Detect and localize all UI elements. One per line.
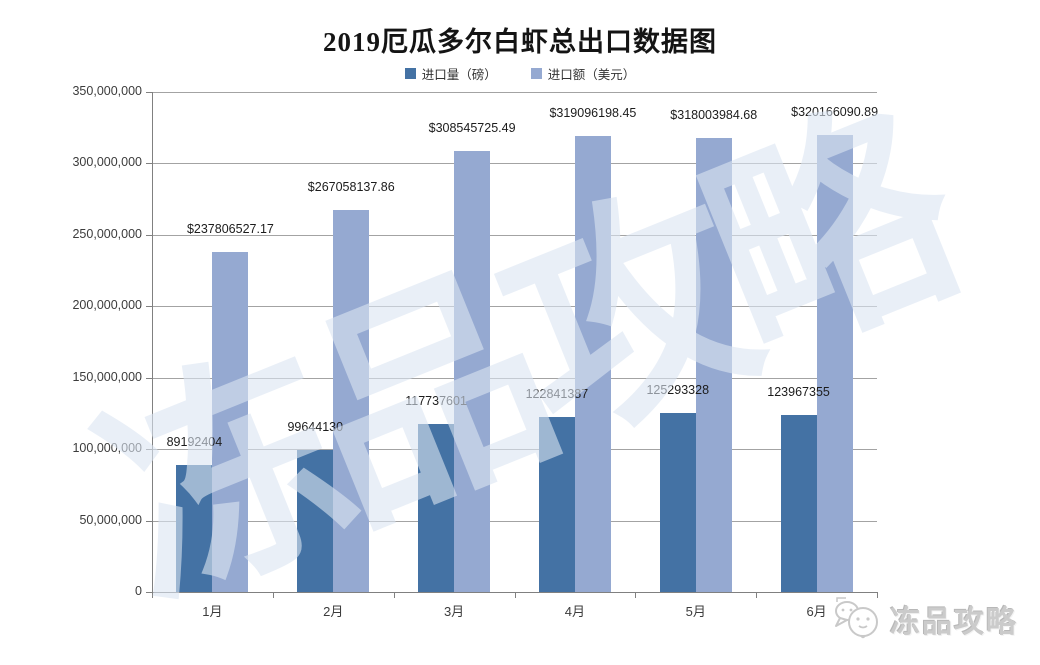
x-axis-tick <box>635 592 637 598</box>
x-axis-label: 5月 <box>685 604 706 619</box>
y-axis-label: 100,000,000 <box>72 441 142 456</box>
y-axis-tick <box>146 377 152 379</box>
data-label-quantity: 99644130 <box>287 419 344 434</box>
legend-item-value: 进口额（美元） <box>530 64 636 83</box>
bar-import-quantity <box>297 449 334 592</box>
legend-swatch-value <box>530 68 542 79</box>
bar-import-value <box>212 252 249 592</box>
bar-import-quantity <box>176 464 213 592</box>
gridline <box>152 306 877 308</box>
chart-legend: 进口量（磅） 进口额（美元） <box>0 64 1040 83</box>
y-axis-label: 150,000,000 <box>72 369 142 384</box>
data-label-value: $267058137.86 <box>307 180 395 195</box>
data-label-quantity: 123967355 <box>767 384 830 399</box>
y-axis-line <box>152 92 153 592</box>
brand-logo: 冻品攻略 <box>832 596 1018 642</box>
y-axis-label: 200,000,000 <box>72 298 142 313</box>
bar-import-value <box>695 137 732 592</box>
data-label-quantity: 125293328 <box>646 383 710 397</box>
gridline <box>152 377 877 379</box>
y-axis-label: 50,000,000 <box>79 512 142 527</box>
x-axis-label: 1月 <box>202 604 223 619</box>
y-axis-label: 250,000,000 <box>72 226 142 241</box>
y-axis-label: 350,000,000 <box>72 84 142 98</box>
bar-import-value <box>454 151 491 592</box>
data-label-value: $320166090.89 <box>791 104 879 119</box>
legend-item-quantity: 进口量（磅） <box>404 64 497 83</box>
data-label-value: $237806527.17 <box>186 222 274 237</box>
y-axis-tick <box>146 92 152 93</box>
x-axis-line <box>146 592 878 593</box>
data-label-value: $318003984.68 <box>670 107 758 122</box>
fish-chat-bubble-icon <box>835 597 878 639</box>
gridline <box>152 449 877 451</box>
gridline <box>152 163 877 165</box>
bar-import-value <box>816 134 853 592</box>
bar-import-quantity <box>659 413 696 592</box>
legend-swatch-quantity <box>404 68 416 79</box>
y-axis-tick <box>146 306 152 308</box>
x-axis-tick <box>393 592 395 598</box>
data-label-value: $319096198.45 <box>549 106 637 121</box>
x-axis-tick <box>152 592 153 598</box>
data-label-quantity: 117737601 <box>405 393 467 408</box>
y-axis-tick <box>146 163 152 165</box>
x-axis-label: 4月 <box>564 604 586 619</box>
bar-import-value <box>574 136 611 592</box>
bar-import-quantity <box>538 416 575 592</box>
data-label-quantity: 122841387 <box>525 386 589 401</box>
legend-label-quantity: 进口量（磅） <box>421 68 497 82</box>
chart-title: 2019厄瓜多尔白虾总出口数据图 <box>323 27 717 57</box>
bar-import-quantity <box>418 423 455 592</box>
x-axis-tick <box>877 592 878 598</box>
bar-import-value <box>333 210 370 592</box>
y-axis-label: 300,000,000 <box>72 155 142 170</box>
data-label-quantity: 89192404 <box>166 434 223 449</box>
brand-logo-text: 冻品攻略 <box>890 606 1018 639</box>
x-axis-label: 6月 <box>806 604 827 619</box>
y-axis-label: 0 <box>135 584 142 598</box>
y-axis-tick <box>146 449 152 451</box>
y-axis-tick <box>146 520 152 522</box>
x-axis-tick <box>272 592 274 598</box>
gridline <box>152 92 877 93</box>
legend-label-value: 进口额（美元） <box>547 68 636 82</box>
gridline <box>152 520 877 522</box>
bar-import-quantity <box>780 414 817 592</box>
x-axis-tick <box>756 592 758 598</box>
x-axis-label: 2月 <box>323 604 344 619</box>
x-axis-tick <box>514 592 516 598</box>
gridline <box>152 234 877 236</box>
y-axis-tick <box>146 234 152 236</box>
data-label-value: $308545725.49 <box>428 121 516 136</box>
x-axis-label: 3月 <box>443 604 465 619</box>
